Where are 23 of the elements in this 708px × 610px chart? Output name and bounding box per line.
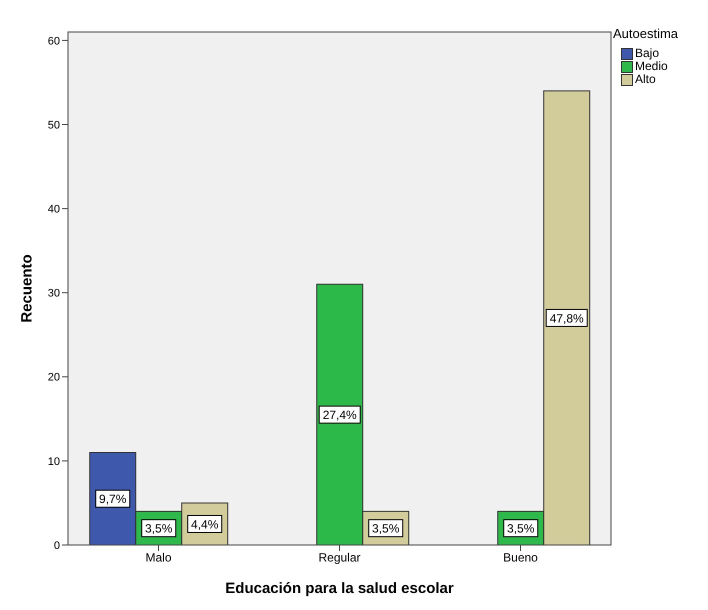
x-tick-label: Bueno: [503, 550, 538, 565]
legend-title: Autoestima: [613, 26, 680, 41]
y-axis-title: Recuento: [18, 254, 36, 323]
x-tick-label: Regular: [318, 550, 361, 565]
y-tick-label: 20: [48, 372, 60, 384]
x-tick-label: Malo: [145, 550, 172, 565]
annotation: 47,8%: [550, 311, 584, 326]
annotation: 3,5%: [507, 522, 535, 536]
y-tick-label: 30: [48, 288, 60, 300]
legend-label: Medio: [635, 59, 668, 73]
legend-label: Bajo: [635, 46, 660, 60]
y-tick-label: 60: [48, 35, 60, 48]
y-tick-label: 40: [48, 204, 60, 216]
annotation: 3,5%: [145, 522, 173, 536]
legend-label: Alto: [635, 72, 656, 86]
annotation: 4,4%: [191, 517, 219, 532]
x-axis-title: Educación para la salud escolar: [225, 580, 454, 597]
y-tick-label: 10: [48, 456, 60, 468]
annotation: 27,4%: [322, 408, 358, 422]
y-tick-label: 50: [48, 119, 60, 132]
annotation: 9,7%: [99, 492, 127, 506]
y-tick-label: 0: [54, 540, 60, 552]
annotation: 3,5%: [372, 522, 400, 536]
